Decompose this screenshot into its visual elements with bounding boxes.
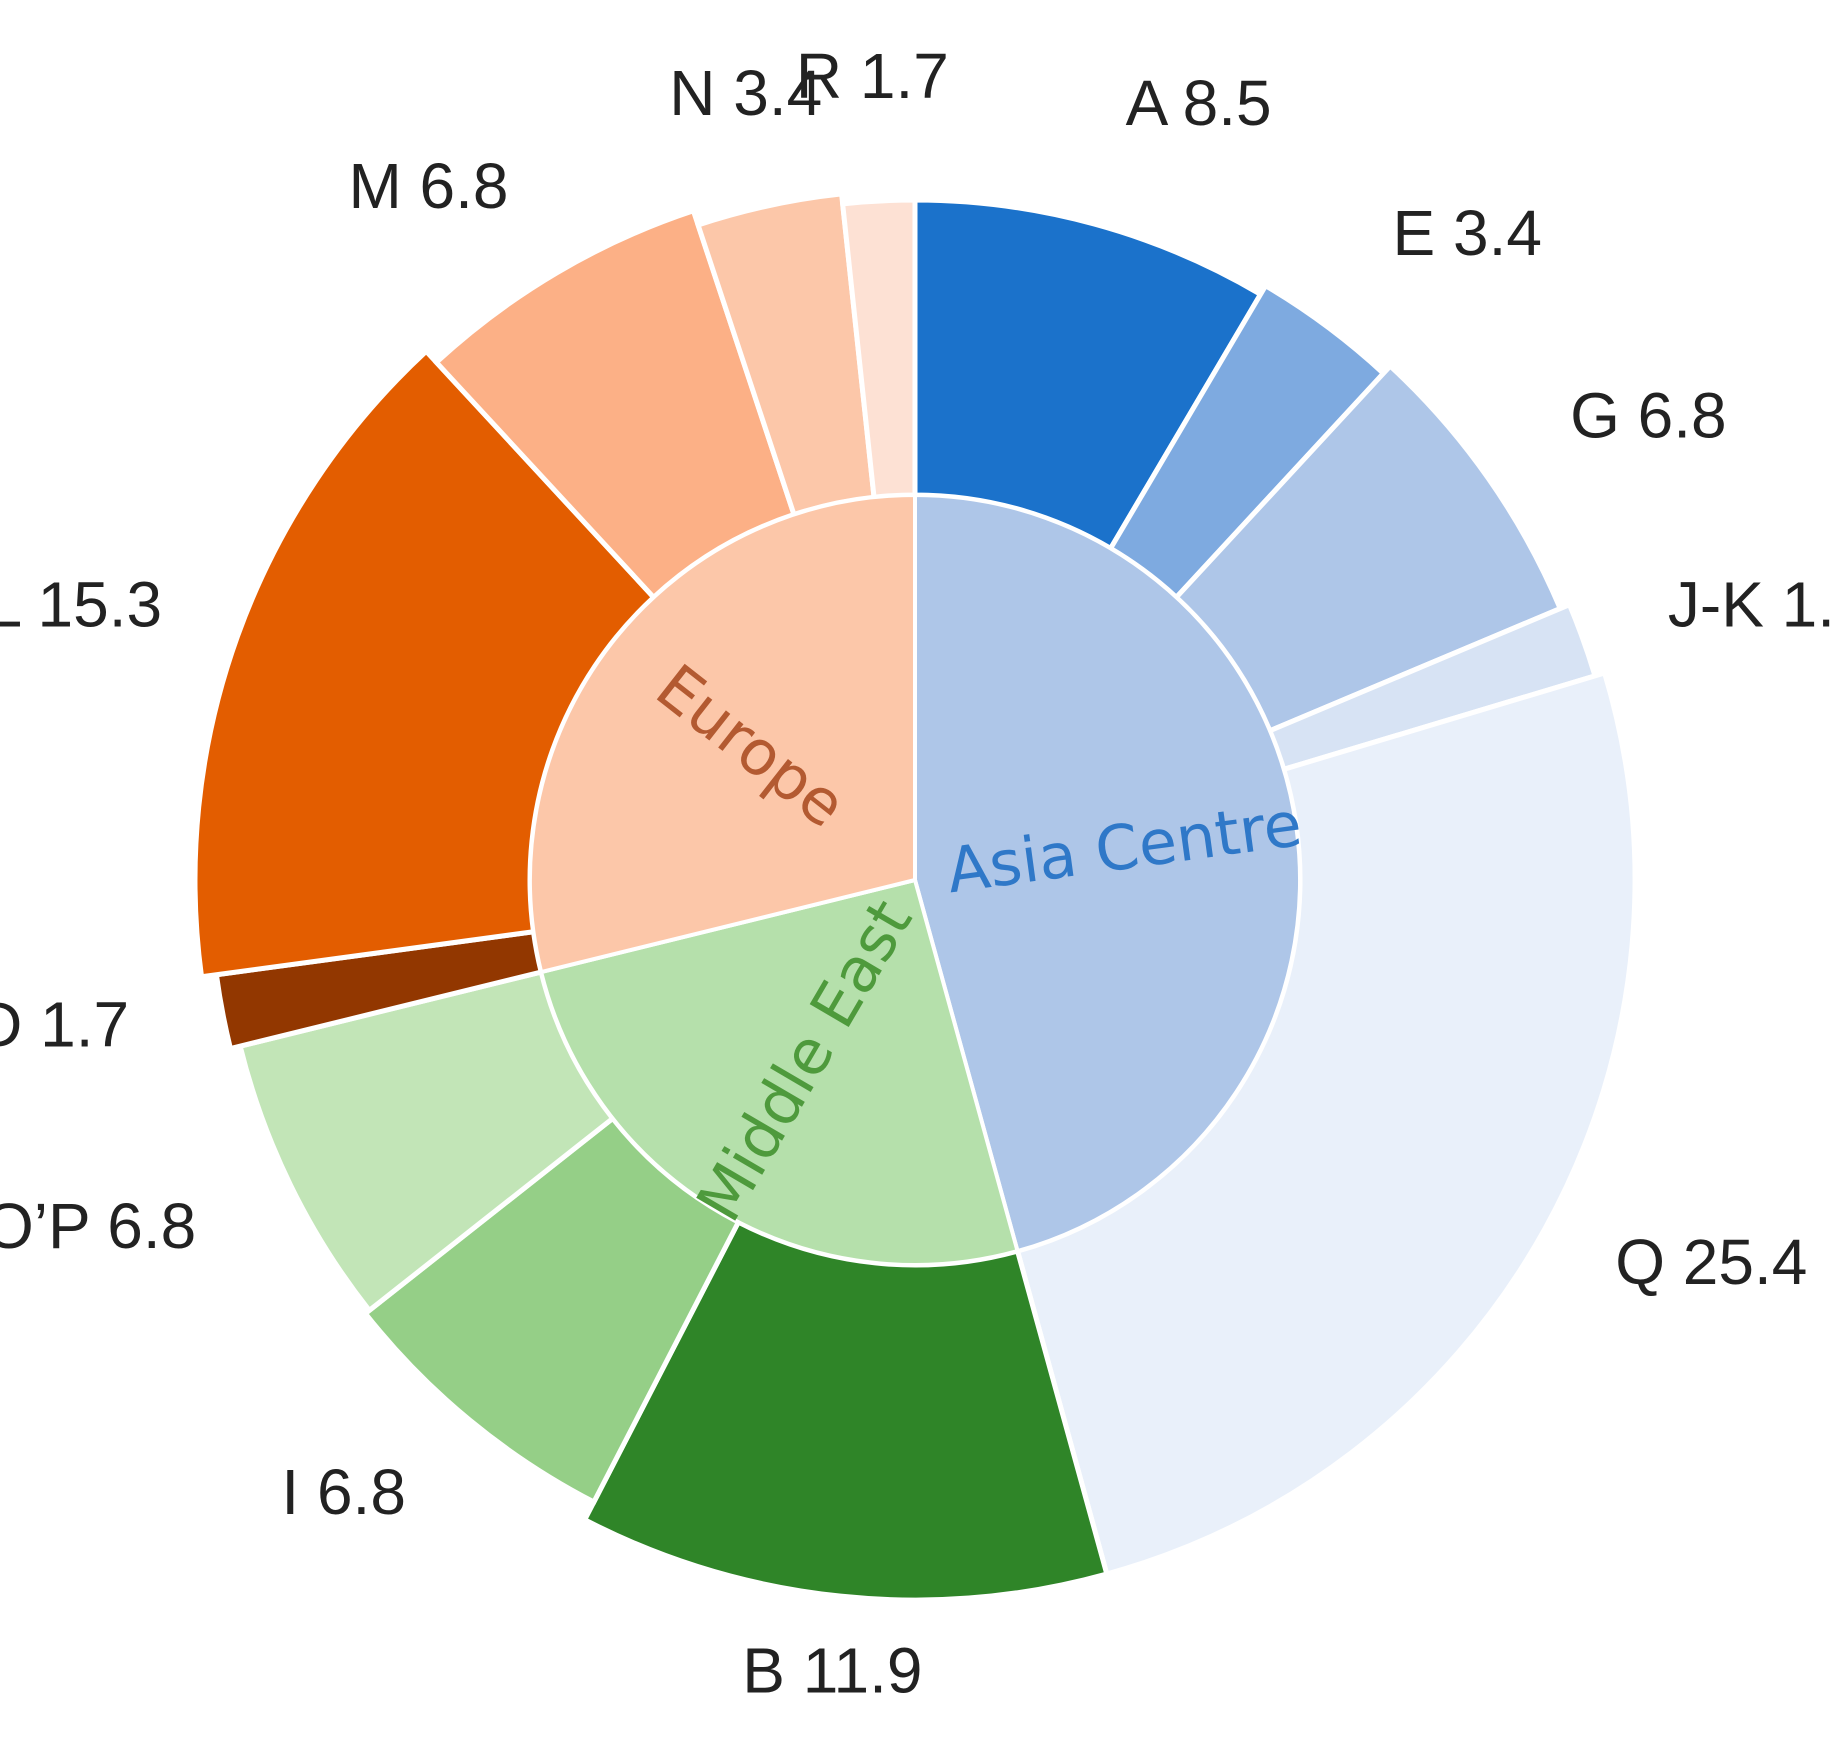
- label-e-3-4: E 3.4: [1393, 197, 1542, 269]
- label-m-6-8: M 6.8: [348, 150, 508, 222]
- inner-ring: [528, 492, 1302, 1267]
- label-r-1-7: R 1.7: [796, 40, 949, 112]
- label-b-11-9: B 11.9: [742, 1635, 922, 1707]
- outer-labels: A 8.5 E 3.4 G 6.8 J-K 1.7 Q 25.4 B 11.9 I 6.8 O…: [0, 40, 1833, 1707]
- inner-segment-asia-centre: [913, 492, 1302, 1254]
- label-j-k-1-7: J-K 1.7: [1668, 568, 1833, 640]
- label-o-p-6-8: O’P 6.8: [0, 1190, 196, 1262]
- outer-ring: [192, 191, 1638, 1603]
- label-q-25-4: Q 25.4: [1615, 1226, 1807, 1298]
- label-n-3-4: N 3.4: [669, 57, 822, 129]
- inner-segment-middle-east: [538, 877, 1021, 1267]
- label-g-6-8: G 6.8: [1570, 380, 1727, 452]
- label-d-1-7: D 1.7: [0, 989, 129, 1061]
- label-i-6-8: I 6.8: [281, 1456, 406, 1528]
- label-a-8-5: A 8.5: [1126, 67, 1272, 139]
- inner-segment-europe: [528, 492, 917, 975]
- label-l-15-3: L 15.3: [0, 568, 162, 640]
